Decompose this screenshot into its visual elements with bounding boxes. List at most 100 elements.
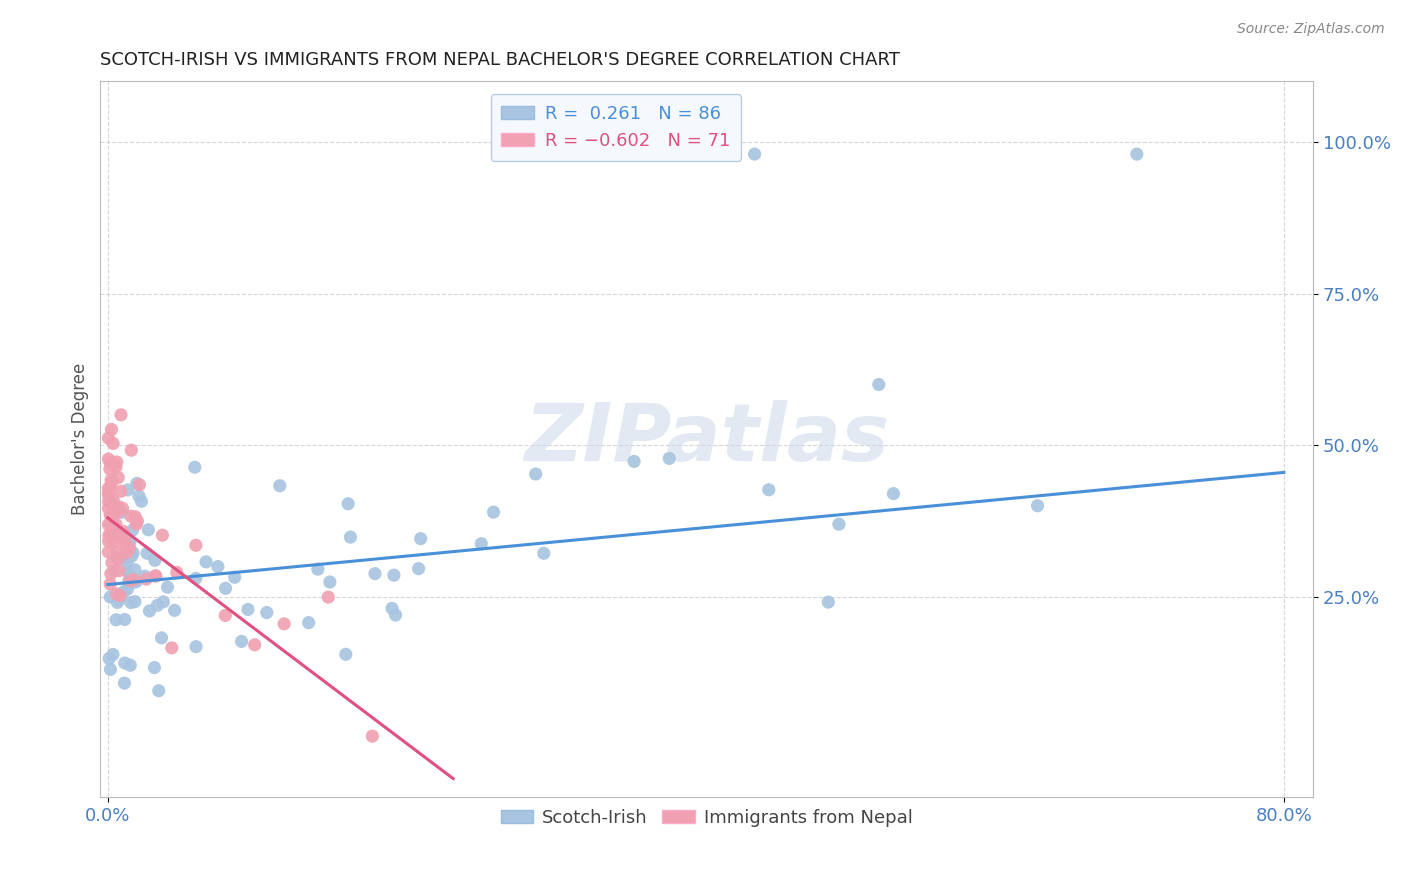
Point (143, 553, 166, 567)
Point (470, 537, 492, 551)
Point (335, 648, 357, 662)
Point (224, 570, 246, 584)
Point (124, 594, 146, 608)
Point (117, 582, 139, 596)
Point (105, 613, 128, 627)
Point (97, 452, 120, 467)
Point (98, 455, 121, 469)
Point (124, 563, 146, 577)
Point (97, 534, 120, 549)
Point (148, 683, 170, 698)
Point (108, 588, 131, 602)
Point (100, 566, 122, 581)
Point (114, 551, 136, 566)
Point (828, 517, 851, 532)
Point (409, 532, 432, 546)
Point (744, 147, 766, 161)
Point (207, 559, 229, 574)
Point (105, 595, 128, 609)
Point (104, 564, 127, 578)
Point (112, 524, 135, 539)
Point (118, 541, 141, 556)
Point (524, 467, 547, 481)
Point (136, 546, 159, 560)
Point (156, 580, 179, 594)
Point (134, 569, 156, 583)
Point (97, 487, 120, 501)
Point (143, 660, 166, 674)
Point (114, 534, 136, 549)
Point (98, 590, 121, 604)
Point (104, 530, 127, 544)
Point (97, 481, 120, 495)
Point (269, 479, 291, 493)
Point (114, 676, 136, 690)
Point (114, 656, 136, 670)
Point (1026, 499, 1049, 513)
Point (120, 443, 142, 458)
Point (121, 549, 143, 564)
Point (273, 616, 295, 631)
Point (112, 584, 135, 599)
Point (143, 569, 166, 583)
Point (101, 475, 124, 490)
Point (120, 658, 142, 673)
Point (97, 517, 120, 532)
Point (101, 436, 124, 450)
Point (127, 514, 149, 528)
Point (160, 640, 183, 655)
Point (184, 538, 207, 552)
Point (337, 497, 360, 511)
Point (118, 574, 141, 588)
Point (101, 492, 124, 507)
Point (117, 483, 139, 497)
Point (98, 528, 121, 542)
Point (103, 534, 125, 549)
Point (166, 566, 188, 580)
Legend: Scotch-Irish, Immigrants from Nepal: Scotch-Irish, Immigrants from Nepal (494, 802, 920, 834)
Point (110, 505, 132, 519)
Point (107, 551, 129, 566)
Point (152, 595, 174, 609)
Point (105, 544, 128, 558)
Point (108, 564, 131, 578)
Point (307, 562, 329, 576)
Point (138, 523, 160, 537)
Point (184, 460, 207, 475)
Point (115, 536, 138, 550)
Point (150, 631, 173, 645)
Point (110, 484, 132, 499)
Point (125, 574, 148, 589)
Point (122, 575, 145, 590)
Point (124, 509, 146, 524)
Point (115, 546, 138, 560)
Point (100, 422, 122, 436)
Point (98, 481, 121, 495)
Point (98, 508, 121, 522)
Point (101, 648, 124, 662)
Point (152, 528, 174, 542)
Point (101, 556, 124, 570)
Point (298, 615, 321, 630)
Point (105, 587, 128, 601)
Point (98, 516, 121, 531)
Point (184, 571, 207, 585)
Point (256, 606, 278, 620)
Point (100, 662, 122, 676)
Point (817, 595, 839, 609)
Point (100, 515, 122, 529)
Point (108, 592, 131, 607)
Point (138, 604, 160, 618)
Point (118, 574, 141, 588)
Point (408, 561, 430, 575)
Point (882, 486, 904, 500)
Point (243, 638, 266, 652)
Point (98, 528, 121, 542)
Y-axis label: Bachelor's Degree: Bachelor's Degree (72, 363, 89, 516)
Point (100, 495, 122, 509)
Point (125, 517, 148, 532)
Point (97, 494, 120, 508)
Point (98, 462, 121, 476)
Point (214, 608, 236, 623)
Point (97, 431, 120, 445)
